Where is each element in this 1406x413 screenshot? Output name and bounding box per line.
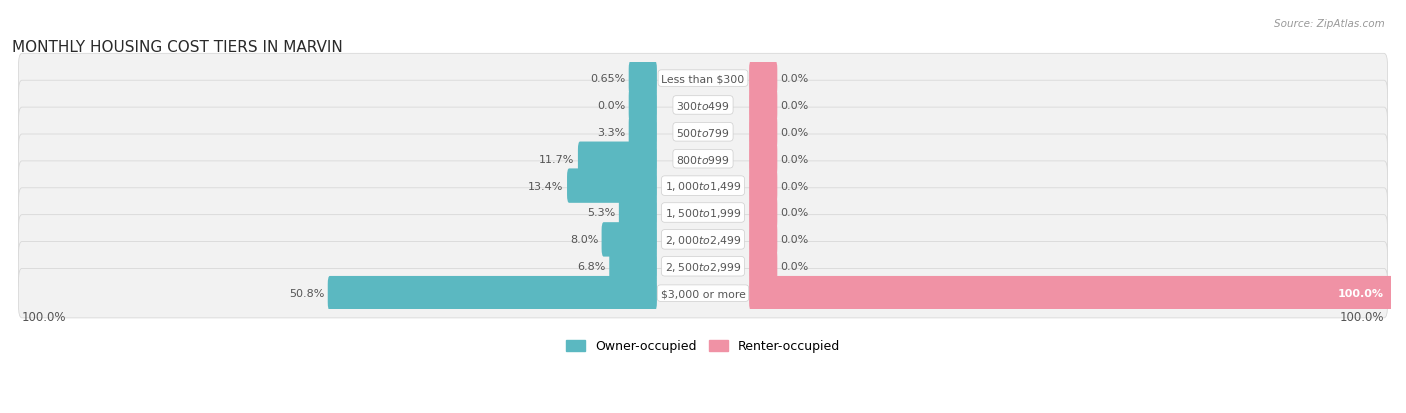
Text: 0.0%: 0.0% [780, 181, 808, 191]
FancyBboxPatch shape [628, 88, 657, 123]
Text: 13.4%: 13.4% [529, 181, 564, 191]
Text: 3.3%: 3.3% [598, 128, 626, 138]
Text: $2,500 to $2,999: $2,500 to $2,999 [665, 260, 741, 273]
FancyBboxPatch shape [749, 196, 778, 230]
FancyBboxPatch shape [18, 242, 1388, 291]
FancyBboxPatch shape [749, 142, 778, 176]
FancyBboxPatch shape [18, 108, 1388, 157]
FancyBboxPatch shape [18, 54, 1388, 104]
FancyBboxPatch shape [18, 215, 1388, 264]
FancyBboxPatch shape [749, 115, 778, 150]
FancyBboxPatch shape [328, 276, 657, 311]
FancyBboxPatch shape [18, 161, 1388, 211]
Text: $2,000 to $2,499: $2,000 to $2,499 [665, 233, 741, 246]
FancyBboxPatch shape [749, 62, 778, 96]
Text: 0.0%: 0.0% [598, 101, 626, 111]
FancyBboxPatch shape [18, 269, 1388, 318]
FancyBboxPatch shape [18, 81, 1388, 131]
Text: Less than $300: Less than $300 [661, 74, 745, 84]
Text: 0.0%: 0.0% [780, 74, 808, 84]
Text: $1,500 to $1,999: $1,500 to $1,999 [665, 206, 741, 219]
Text: 11.7%: 11.7% [538, 154, 575, 164]
Text: 100.0%: 100.0% [1339, 288, 1384, 299]
Text: 0.0%: 0.0% [780, 154, 808, 164]
Text: $1,000 to $1,499: $1,000 to $1,499 [665, 180, 741, 192]
FancyBboxPatch shape [619, 196, 657, 230]
Text: 0.65%: 0.65% [591, 74, 626, 84]
FancyBboxPatch shape [749, 276, 1393, 311]
FancyBboxPatch shape [749, 249, 778, 284]
Text: 50.8%: 50.8% [288, 288, 325, 299]
Text: 6.8%: 6.8% [578, 261, 606, 272]
Text: MONTHLY HOUSING COST TIERS IN MARVIN: MONTHLY HOUSING COST TIERS IN MARVIN [13, 40, 343, 55]
FancyBboxPatch shape [609, 249, 657, 284]
FancyBboxPatch shape [749, 169, 778, 203]
Text: 0.0%: 0.0% [780, 101, 808, 111]
FancyBboxPatch shape [628, 62, 657, 96]
Text: $800 to $999: $800 to $999 [676, 153, 730, 165]
FancyBboxPatch shape [18, 135, 1388, 184]
Text: $300 to $499: $300 to $499 [676, 100, 730, 112]
Text: 5.3%: 5.3% [588, 208, 616, 218]
Text: $500 to $799: $500 to $799 [676, 126, 730, 138]
Legend: Owner-occupied, Renter-occupied: Owner-occupied, Renter-occupied [561, 335, 845, 358]
Text: Source: ZipAtlas.com: Source: ZipAtlas.com [1274, 19, 1385, 28]
Text: 100.0%: 100.0% [1340, 310, 1384, 323]
FancyBboxPatch shape [578, 142, 657, 176]
FancyBboxPatch shape [628, 115, 657, 150]
FancyBboxPatch shape [602, 223, 657, 257]
FancyBboxPatch shape [749, 223, 778, 257]
Text: 0.0%: 0.0% [780, 208, 808, 218]
Text: 0.0%: 0.0% [780, 261, 808, 272]
FancyBboxPatch shape [749, 88, 778, 123]
Text: 0.0%: 0.0% [780, 235, 808, 245]
FancyBboxPatch shape [18, 188, 1388, 237]
Text: 8.0%: 8.0% [569, 235, 598, 245]
FancyBboxPatch shape [567, 169, 657, 203]
Text: 100.0%: 100.0% [22, 310, 66, 323]
Text: $3,000 or more: $3,000 or more [661, 288, 745, 299]
Text: 0.0%: 0.0% [780, 128, 808, 138]
